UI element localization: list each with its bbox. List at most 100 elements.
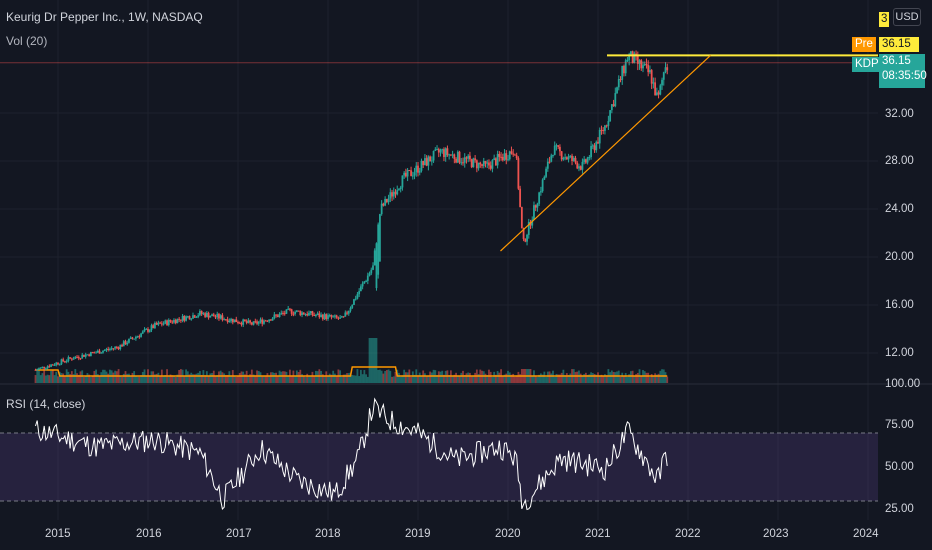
volume-bar <box>626 376 629 383</box>
candle-body <box>420 160 423 171</box>
currency-button[interactable]: USD <box>893 8 921 26</box>
candle-body <box>557 145 560 147</box>
candle-body <box>69 357 72 359</box>
candle-body <box>661 79 663 86</box>
volume-bar <box>157 372 160 383</box>
volume-bar <box>69 374 72 383</box>
candle-body <box>616 87 618 94</box>
candle-body <box>491 159 494 169</box>
candle-body <box>527 221 530 235</box>
volume-bar <box>276 376 279 383</box>
volume-bar <box>119 375 122 383</box>
candle-body <box>494 158 497 166</box>
candle-body <box>188 316 191 320</box>
candle-body <box>508 151 511 160</box>
candles <box>34 50 669 371</box>
volume-bar <box>377 369 380 383</box>
candle-body <box>533 205 535 220</box>
candle-body <box>446 148 449 155</box>
chart-title[interactable]: Keurig Dr Pepper Inc., 1W, NASDAQ <box>6 10 203 24</box>
volume-bar <box>366 376 369 383</box>
volume-bar <box>325 371 328 383</box>
volume-label[interactable]: Vol (20) <box>6 34 48 48</box>
candle-body <box>619 79 622 81</box>
candle-body <box>432 150 435 161</box>
candle-body <box>593 145 596 151</box>
time-tick: 2015 <box>45 528 71 540</box>
rsi-label[interactable]: RSI (14, close) <box>6 397 86 411</box>
candle-body <box>666 67 669 71</box>
candle-body <box>242 319 245 325</box>
candle-body <box>228 320 231 323</box>
volume-bar <box>494 374 497 383</box>
volume-bar <box>472 375 475 383</box>
volume-bar <box>387 369 390 383</box>
candle-body <box>552 154 554 156</box>
candle-body <box>489 165 492 169</box>
candle-body <box>244 319 246 322</box>
candle-body <box>586 157 589 163</box>
candle-body <box>287 308 290 310</box>
candle-body <box>230 318 232 321</box>
volume-bar <box>512 373 515 383</box>
volume-bar <box>238 373 241 383</box>
candle-body <box>460 162 463 164</box>
candle-body <box>214 316 217 318</box>
candle-body <box>110 348 113 350</box>
candle-body <box>70 358 73 360</box>
candle-body <box>126 342 129 345</box>
volume-bar <box>498 372 501 383</box>
volume-bar <box>249 374 252 383</box>
candle-body <box>351 304 354 308</box>
volume-bar <box>514 376 516 383</box>
candle-body <box>233 319 236 323</box>
candle-body <box>664 67 667 73</box>
candle-body <box>531 219 534 226</box>
candle-body <box>387 198 390 203</box>
volume-bar <box>474 372 477 383</box>
candle-body <box>162 323 165 325</box>
volume-bar <box>164 375 167 383</box>
volume-bar <box>280 371 283 383</box>
candle-body <box>347 310 350 314</box>
volume-bar <box>228 371 231 383</box>
candle-body <box>226 319 229 323</box>
volume-bar <box>643 371 646 383</box>
last-price-box: 36.15 08:35:50 <box>879 54 927 88</box>
candle-body <box>216 313 219 317</box>
volume-bar <box>148 375 151 383</box>
volume-bar <box>193 374 196 383</box>
candle-body <box>121 344 123 347</box>
candle-body <box>152 325 155 329</box>
volume-bar <box>254 375 257 383</box>
volume-bar <box>590 372 592 383</box>
volume-bar <box>427 375 430 383</box>
volume-bar <box>283 371 286 383</box>
volume-bar <box>152 371 155 383</box>
volume-bar <box>584 372 587 383</box>
volume-bar <box>574 372 577 383</box>
candle-body <box>463 157 466 163</box>
candle-body <box>261 319 264 324</box>
candle-body <box>294 311 297 314</box>
volume-bar <box>456 375 459 383</box>
volume-bar <box>481 370 483 383</box>
candle-body <box>39 367 42 369</box>
volume-bar <box>309 376 312 383</box>
candle-body <box>83 354 85 357</box>
volume-bar <box>539 373 542 383</box>
volume-bar <box>559 374 561 383</box>
volume-bar <box>455 372 457 383</box>
trendline <box>500 54 711 252</box>
volume-bar <box>588 374 591 383</box>
candle-body <box>559 146 561 152</box>
candle-body <box>105 348 108 351</box>
candle-body <box>254 321 257 323</box>
candle-body <box>583 159 586 162</box>
volume-bar <box>666 376 669 383</box>
candle-body <box>164 320 167 324</box>
candle-body <box>430 160 433 162</box>
volume-bar <box>420 376 423 383</box>
volume-bar <box>62 373 65 383</box>
volume-bar <box>394 371 397 383</box>
